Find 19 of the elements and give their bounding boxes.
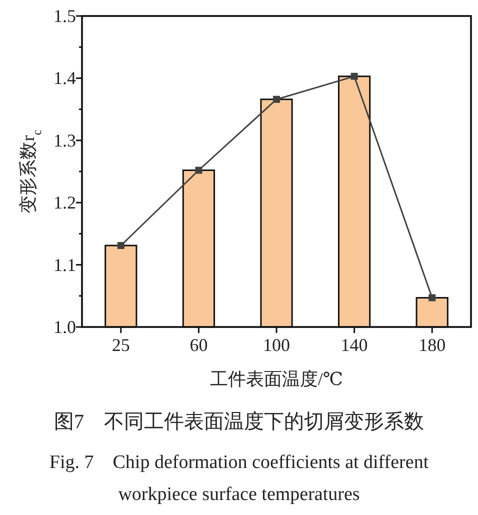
y-tick-label: 1.0 [54,317,76,337]
x-tick-label: 140 [340,335,368,355]
text: 图7 不同工件表面温度下的切屑变形系数 [54,411,424,433]
y-tick-label: 1.5 [54,6,76,26]
y-tick-label: 1.2 [54,192,76,213]
y-tick-label: 1.1 [54,254,76,275]
x-tick-label: 100 [263,335,290,355]
y-tick-label: 1.4 [54,68,76,88]
text: Fig. 7 Chip deformation coefficients at different workpiece surface temperatures [49,452,430,505]
x-tick-label: 60 [190,335,208,355]
point [117,242,124,250]
point [273,96,280,103]
point [428,294,436,302]
y-tick-label: 1.3 [54,130,76,150]
x-tick-label: 25 [112,335,130,355]
point [350,72,358,80]
x-tick-label: 180 [418,335,446,355]
point [195,166,202,174]
x-axis-title: 工件表面温度/℃ [210,369,344,389]
